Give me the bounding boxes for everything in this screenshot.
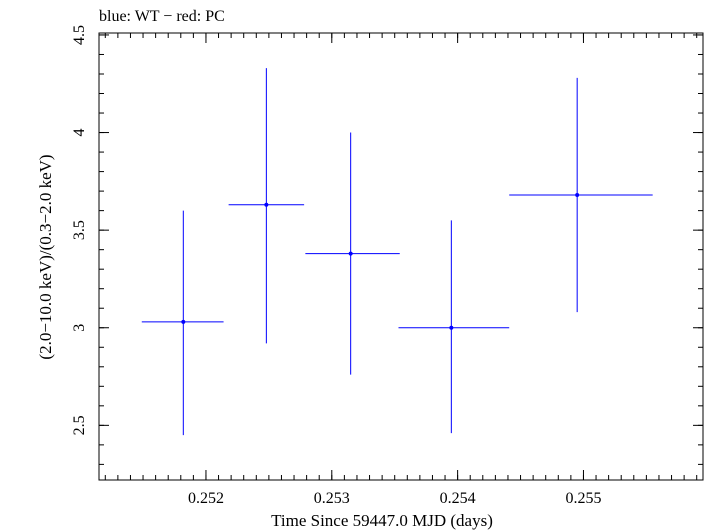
- x-tick-labels: 0.252 0.253 0.254 0.255: [188, 490, 601, 507]
- x-tick-label: 0.255: [565, 490, 601, 507]
- point-marker: [181, 319, 186, 324]
- y-tick-labels: 2.5 3 3.5 4 4.5: [71, 25, 88, 435]
- y-tick-label: 2.5: [71, 415, 88, 435]
- x-tick-label: 0.253: [314, 490, 350, 507]
- data-point: [398, 220, 510, 434]
- y-tick-label: 3.5: [71, 220, 88, 240]
- minor-ticks: [99, 33, 703, 480]
- plot-frame: [98, 32, 704, 481]
- y-tick-label: 3: [71, 324, 88, 332]
- point-marker: [449, 325, 454, 330]
- data-point: [228, 68, 305, 344]
- x-tick-label: 0.254: [440, 490, 476, 507]
- point-marker: [575, 193, 580, 198]
- data-point: [509, 77, 653, 313]
- x-axis-label: Time Since 59447.0 MJD (days): [271, 511, 493, 530]
- data-point: [305, 132, 400, 375]
- y-tick-label: 4.5: [71, 25, 88, 45]
- x-tick-label: 0.252: [188, 490, 224, 507]
- data-point: [141, 210, 224, 436]
- major-ticks: [99, 33, 703, 480]
- chart-title: blue: WT − red: PC: [99, 8, 225, 25]
- y-tick-label: 4: [71, 129, 88, 137]
- point-marker: [264, 202, 269, 207]
- point-marker: [348, 251, 353, 256]
- y-axis-label: (2.0−10.0 keV)/(0.3−2.0 keV): [36, 154, 55, 359]
- data-points: [141, 68, 653, 436]
